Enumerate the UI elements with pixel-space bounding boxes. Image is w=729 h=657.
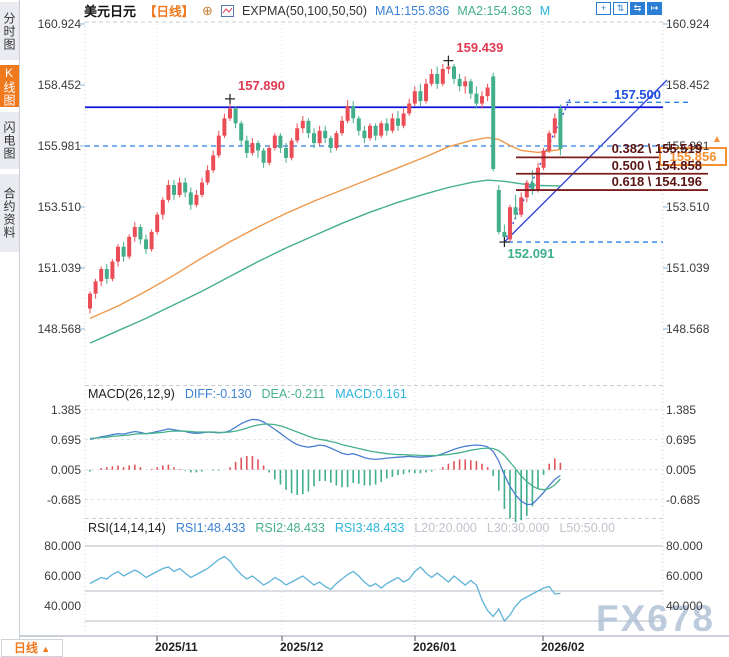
chart-header: 美元日元 【日线】 ⊕ EXPMA(50,100,50,50) MA1:155.… [84,1,550,20]
macd-header: MACD(26,12,9) DIFF:-0.130 DEA:-0.211 MAC… [88,387,407,401]
price-axis-label: 158.452 [37,77,81,92]
fib-level-label: 0.382 \ 155.519 [611,141,702,157]
rsi-axis-label: 60.000 [44,569,81,583]
macd-axis-label: -0.685 [666,492,701,507]
rsi-axis-label: 60.000 [666,569,703,583]
ma2-value: MA2:154.363 [457,3,532,18]
watermark: FX678 [596,598,716,639]
rsi-series-label-3: RSI3:48.433 [334,521,405,535]
macd-dea-value: DEA:-0.211 [261,387,326,401]
exit-right-tool-icon[interactable]: ↦ [647,2,662,15]
price-axis-label: 148.568 [37,322,81,337]
price-axis-label: 153.510 [666,200,710,214]
price-annotation: 157.890 [238,77,285,93]
rsi-header: RSI(14,14,14) RSI1:48.433 RSI2:48.433 RSI3… [88,521,615,535]
macd-diff-value: DIFF:-0.130 [184,387,252,401]
rsi-params: RSI(14,14,14) [88,521,166,535]
rsi-axis-label: 40.000 [44,599,81,613]
rsi-axis-label: 80.000 [44,539,81,553]
macd-axis-label: -0.685 [46,492,81,507]
price-axis-label: 151.039 [37,261,81,276]
price-axis-label: 153.510 [37,200,81,214]
price-up-arrow-icon: ▲ [712,134,722,145]
price-axis-label: 158.452 [666,77,710,92]
current-price-badge: 155.856 [659,147,727,166]
ma3-value: M [539,3,551,18]
macd-macd-value: MACD:0.161 [335,387,407,401]
price-axis-label: 148.568 [666,322,710,337]
macd-axis-label: 1.385 [666,402,697,417]
indicator-label: EXPMA(50,100,50,50) [241,3,368,18]
macd-axis-label: 0.005 [666,462,697,477]
x-axis-label: 2026/02 [541,640,585,654]
period-selector-label: 日线 [13,641,38,655]
macd-axis-label: 0.695 [50,432,81,447]
rsi-series-label-1: RSI1:48.433 [175,521,246,535]
sidebar: 分时图 K线图闪电图合约资料 [0,0,20,657]
rsi-axis-label: 40.000 [666,599,703,613]
macd-axis-label: 0.695 [666,432,697,447]
macd-axis-label: 0.005 [50,462,81,477]
price-annotation: 152.091 [507,246,555,262]
indicator-chart-icon [220,4,234,17]
macd-params: MACD(26,12,9) [88,387,175,401]
rsi-series-label-2: RSI2:48.433 [255,521,325,535]
move-tool-icon[interactable]: + [596,2,611,15]
period-selector-arrow-icon: ▲ [41,644,51,654]
sidebar-tab-1[interactable]: 分时图 [0,2,19,60]
price-annotation: 159.439 [456,39,504,55]
x-axis-label: 2026/01 [413,640,457,654]
ma1-value: MA1:155.836 [375,3,450,18]
price-axis-label: 151.039 [666,261,710,276]
chart-toolbar: + ⇅ ⇆ ↦ [596,2,662,15]
sidebar-tab-2[interactable]: K线图 [0,65,19,107]
price-axis-label: 160.924 [666,16,710,31]
add-indicator-icon[interactable]: ⊕ [202,2,213,18]
level-price-label: 157.500 [614,87,661,103]
rsi-series-label-4: L20:20.000 [414,521,477,535]
sidebar-tab-3[interactable]: 闪电图 [0,112,19,169]
symbol-name: 美元日元 [84,4,137,19]
period-tag: 【日线】 [144,5,195,19]
axis-pan-tool-icon[interactable]: ⇆ [630,2,645,15]
fib-level-label: 0.500 \ 154.858 [611,157,702,173]
rsi-series-label-5: L30:30.000 [486,521,550,535]
sidebar-tab-4[interactable]: 合约资料 [0,174,19,252]
x-axis-label: 2025/11 [155,640,198,654]
price-axis-label: 160.924 [37,16,81,31]
price-axis-label: 155.981 [37,139,81,153]
axis-scale-tool-icon[interactable]: ⇅ [613,2,628,15]
period-selector[interactable]: 日线 ▲ [1,639,63,657]
macd-axis-label: 1.385 [50,402,81,417]
rsi-axis-label: 80.000 [666,539,703,553]
price-axis-label: 155.981 [666,139,710,153]
rsi-series-label-6: L50:50.00 [559,521,616,535]
x-axis-label: 2025/12 [280,640,324,654]
fib-level-label: 0.618 \ 154.196 [611,174,702,190]
